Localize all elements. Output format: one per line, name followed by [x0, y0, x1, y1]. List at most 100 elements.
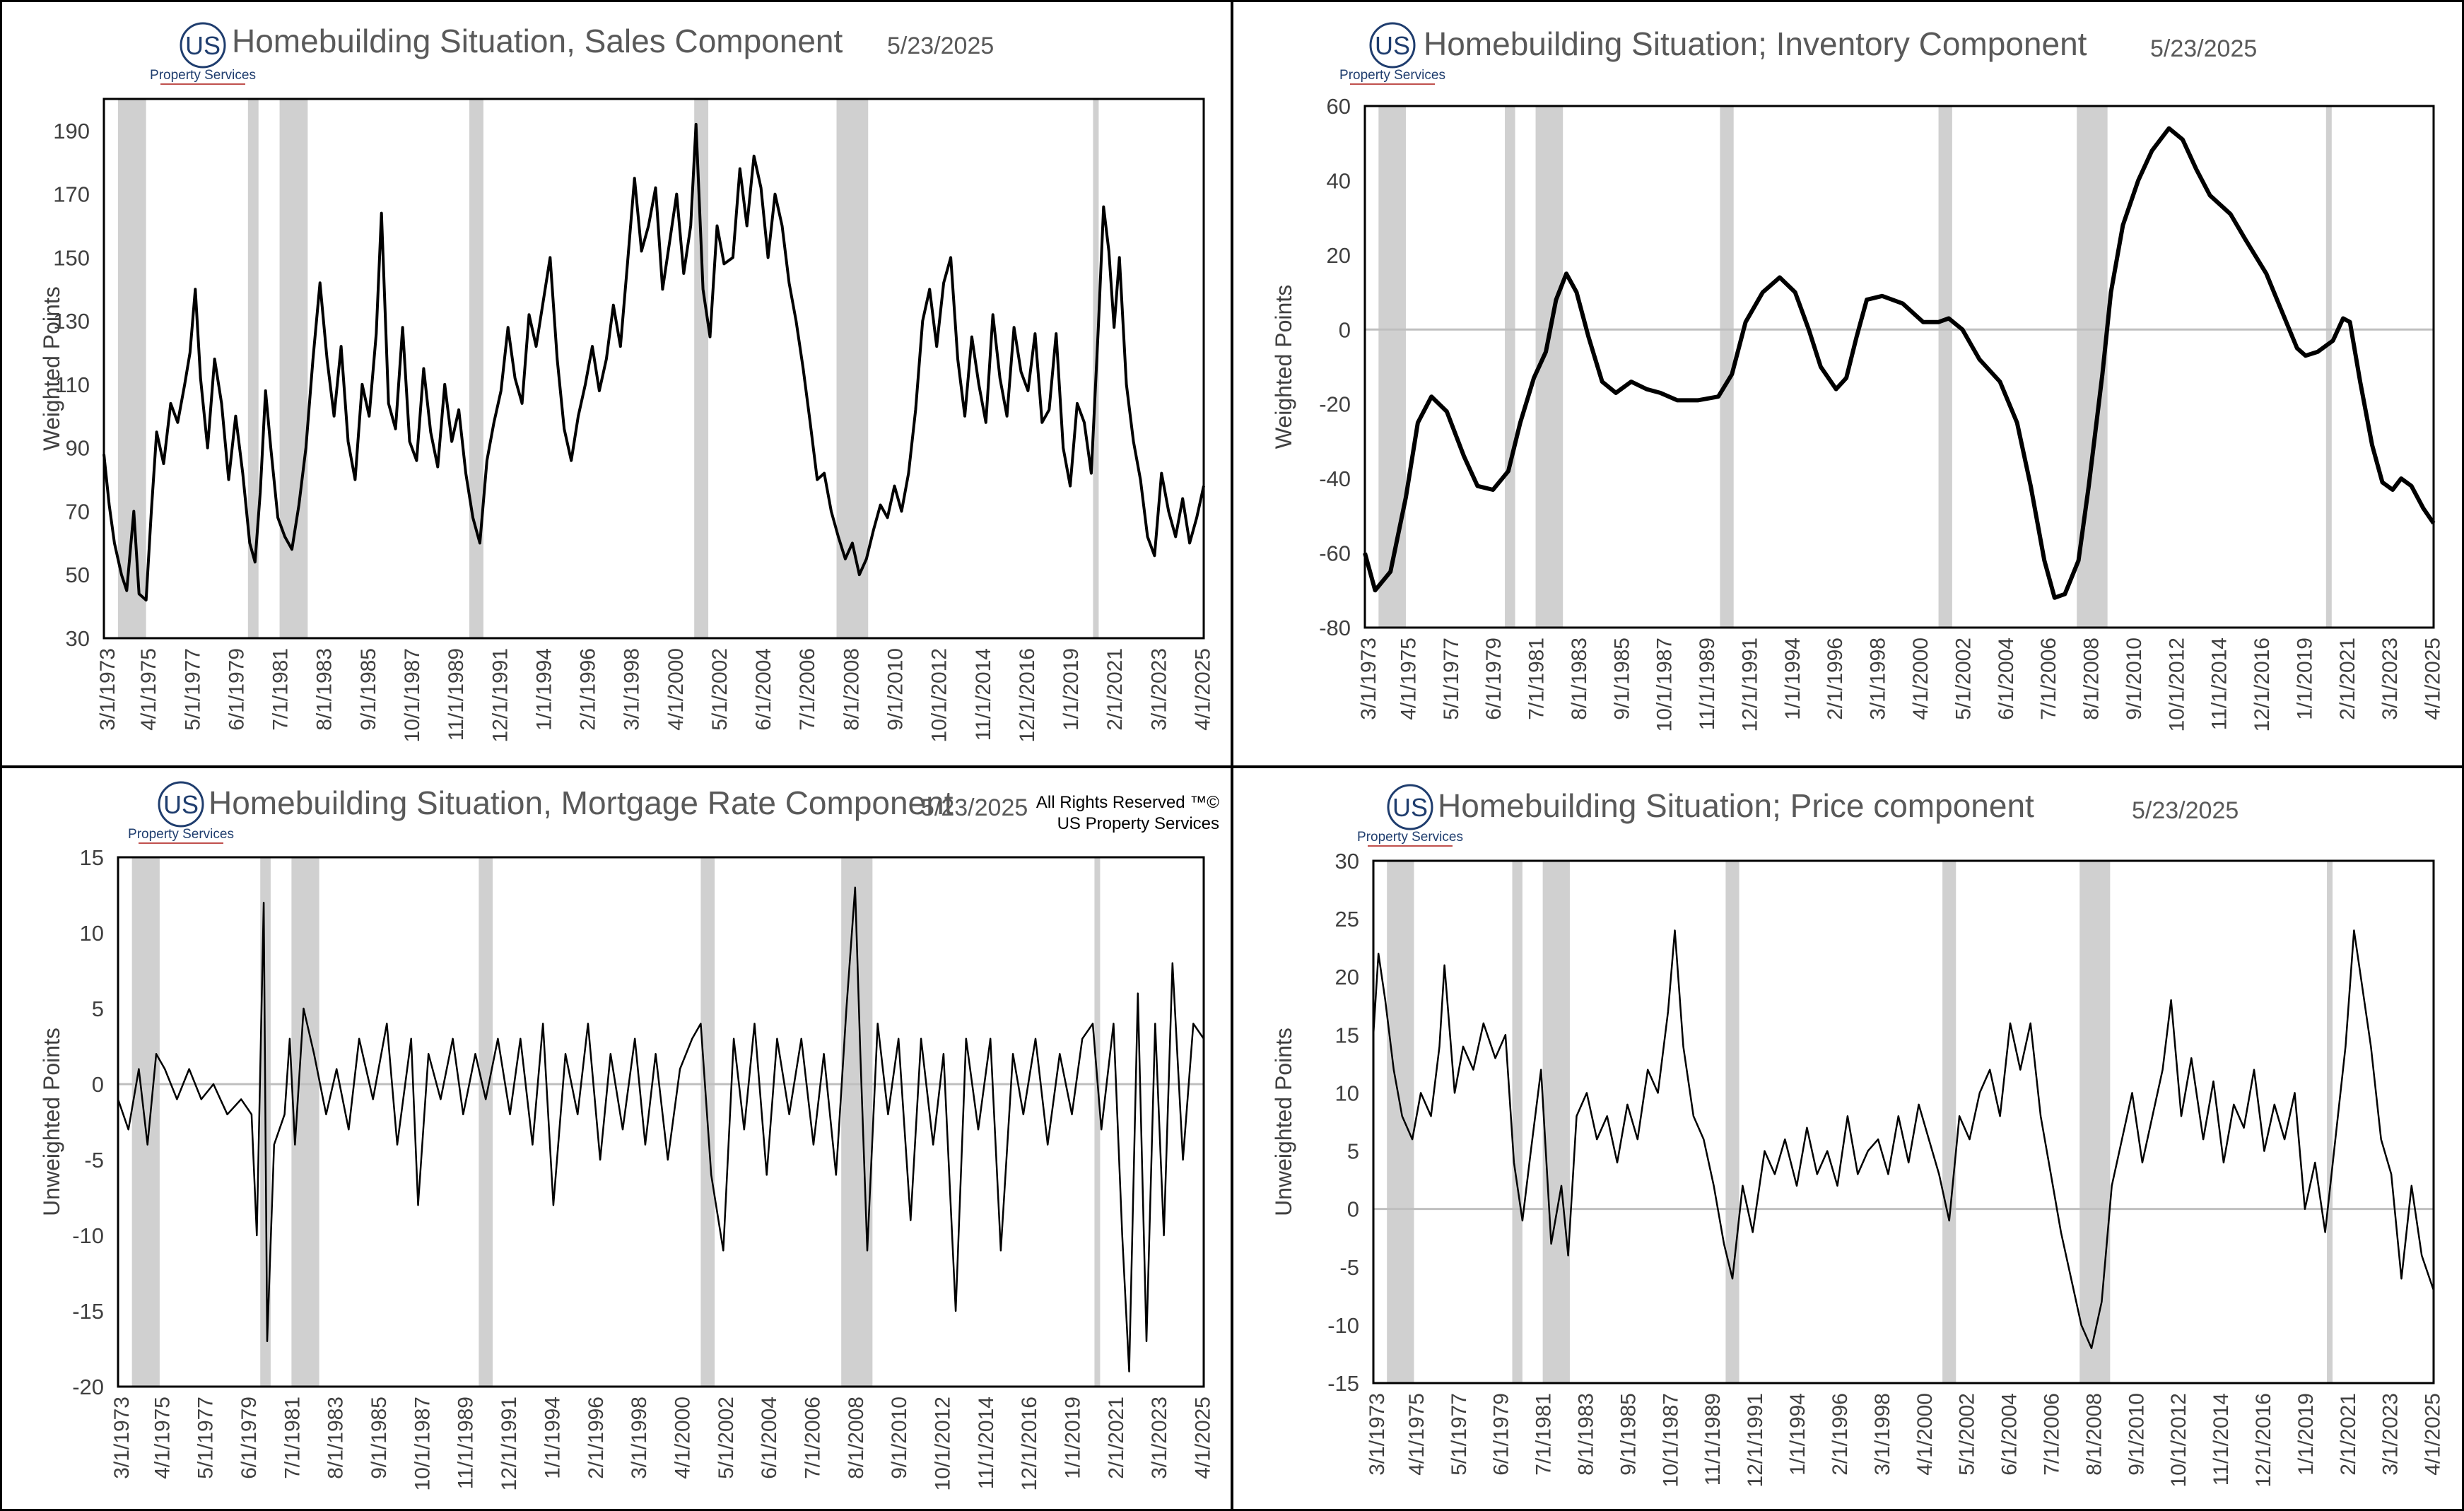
x-tick-label: 6/1/2004 [1998, 1393, 2022, 1476]
x-tick-label: 9/1/1985 [357, 648, 380, 731]
x-tick-label: 10/1/2012 [2167, 1393, 2190, 1487]
x-tick-label: 11/1/2014 [975, 1397, 998, 1489]
x-tick-label: 2/1/2021 [1103, 648, 1127, 731]
y-tick-label: -10 [72, 1223, 104, 1248]
x-tick-label: 12/1/1991 [1744, 1393, 1767, 1487]
recession-band-0 [117, 99, 146, 638]
recession-band-1 [1512, 861, 1523, 1383]
x-tick-label: 6/1/2004 [758, 1397, 781, 1479]
chart-date: 5/23/2025 [887, 33, 994, 59]
recession-band-0 [1378, 106, 1406, 628]
x-tick-label: 4/1/2000 [1913, 1393, 1937, 1476]
plot-frame [1372, 859, 2435, 1384]
x-tick-label: 1/1/2019 [1060, 648, 1083, 731]
x-tick-label: 4/1/1975 [137, 648, 160, 731]
y-tick-label: 5 [92, 996, 104, 1021]
x-tick-label: 7/1/2006 [796, 648, 819, 731]
y-tick-label: 10 [1335, 1081, 1359, 1105]
logo-caption: Property Services [150, 68, 256, 83]
y-tick-label: -5 [84, 1148, 104, 1172]
y-tick-label: -5 [1339, 1255, 1359, 1280]
y-tick-label: 70 [66, 499, 90, 524]
recession-band-2 [1542, 861, 1570, 1383]
logo-monogram: US [1375, 31, 1410, 60]
x-tick-label: 10/1/1987 [1659, 1393, 1682, 1487]
x-tick-label: 1/1/1994 [1786, 1393, 1809, 1476]
x-tick-label: 4/1/1975 [1405, 1393, 1428, 1476]
x-tick-label: 2/1/2021 [2336, 637, 2359, 720]
x-tick-label: 11/1/2014 [972, 648, 995, 741]
logo-caption: Property Services [1339, 68, 1445, 83]
x-tick-label: 6/1/2004 [752, 648, 775, 731]
recession-band-6 [2325, 106, 2332, 628]
x-tick-label: 7/1/2006 [2041, 1393, 2064, 1476]
x-tick-label: 8/1/2008 [840, 648, 863, 731]
recession-band-4 [1942, 861, 1956, 1383]
x-tick-label: 5/1/1977 [194, 1397, 218, 1479]
x-tick-label: 9/1/2010 [888, 1397, 911, 1479]
logo: US Property Services [128, 781, 234, 844]
x-tick-label: 2/1/1996 [1829, 1393, 1852, 1476]
x-tick-label: 12/1/1991 [498, 1397, 521, 1491]
y-tick-label: 20 [1327, 243, 1351, 268]
chart-date: 5/23/2025 [921, 794, 1028, 821]
x-tick-label: 8/1/1983 [1568, 637, 1591, 720]
x-tick-label: 8/1/2008 [2080, 637, 2104, 720]
recession-band-4 [694, 99, 709, 638]
logo-monogram: US [1392, 793, 1428, 822]
recession-band-5 [836, 99, 869, 638]
x-tick-label: 9/1/2010 [884, 648, 908, 731]
x-tick-label: 7/1/1981 [269, 648, 293, 731]
y-tick-label: 130 [53, 309, 90, 334]
x-tick-label: 12/1/1991 [488, 648, 512, 742]
recession-band-1 [247, 99, 259, 638]
x-tick-label: 4/1/2000 [671, 1397, 694, 1479]
x-tick-label: 8/1/1983 [324, 1397, 348, 1479]
x-tick-label: 12/1/1991 [1739, 637, 1762, 731]
x-tick-label: 7/1/2006 [802, 1397, 825, 1479]
x-tick-label: 5/1/1977 [181, 648, 204, 731]
y-tick-label: 190 [53, 119, 90, 143]
x-tick-label: 1/1/1994 [1781, 637, 1805, 720]
x-tick-label: 8/1/2008 [2082, 1393, 2106, 1476]
chart-title: Homebuilding Situation; Price component [1438, 787, 2034, 824]
recession-band-3 [479, 857, 493, 1387]
x-tick-label: 5/1/2002 [1952, 637, 1975, 720]
y-tick-label: -15 [72, 1299, 104, 1324]
y-tick-label: 30 [1335, 849, 1359, 874]
y-axis-label: Weighted Points [1271, 285, 1296, 449]
y-tick-label: 15 [1335, 1023, 1359, 1047]
y-tick-label: 5 [1347, 1139, 1359, 1164]
logo-caption: Property Services [1357, 830, 1463, 845]
recession-band-3 [469, 99, 483, 638]
x-tick-label: 9/1/2010 [2125, 1393, 2148, 1476]
y-tick-label: 25 [1335, 907, 1359, 931]
x-tick-label: 4/1/1975 [151, 1397, 174, 1479]
x-tick-label: 3/1/2023 [2378, 637, 2402, 720]
x-tick-label: 4/1/2025 [1192, 648, 1215, 731]
x-tick-label: 10/1/2012 [2165, 637, 2188, 731]
x-tick-label: 12/1/2016 [1018, 1397, 1041, 1491]
x-tick-label: 7/1/2006 [2037, 637, 2060, 720]
y-tick-label: 20 [1335, 965, 1359, 989]
x-tick-label: 3/1/2023 [1148, 1397, 1171, 1479]
plot-frame [1363, 105, 2435, 629]
x-tick-label: 1/1/2019 [2294, 1393, 2318, 1476]
y-tick-label: -60 [1319, 541, 1351, 566]
logo-monogram: US [163, 790, 199, 819]
y-tick-label: 60 [1327, 94, 1351, 119]
x-tick-label: 12/1/2016 [2251, 637, 2274, 731]
x-tick-label: 3/1/1973 [96, 648, 119, 731]
x-tick-label: 9/1/2010 [2123, 637, 2146, 720]
x-tick-label: 11/1/1989 [1696, 637, 1719, 730]
x-tick-label: 11/1/2014 [2210, 1393, 2233, 1486]
plot-frame [117, 856, 1205, 1388]
y-tick-label: 40 [1327, 168, 1351, 193]
x-tick-label: 3/1/1973 [1366, 1393, 1389, 1476]
series-line [117, 886, 1205, 1372]
x-tick-label: 6/1/1979 [237, 1397, 261, 1479]
logo: US Property Services [1357, 784, 1463, 847]
recession-band-3 [1725, 861, 1740, 1383]
